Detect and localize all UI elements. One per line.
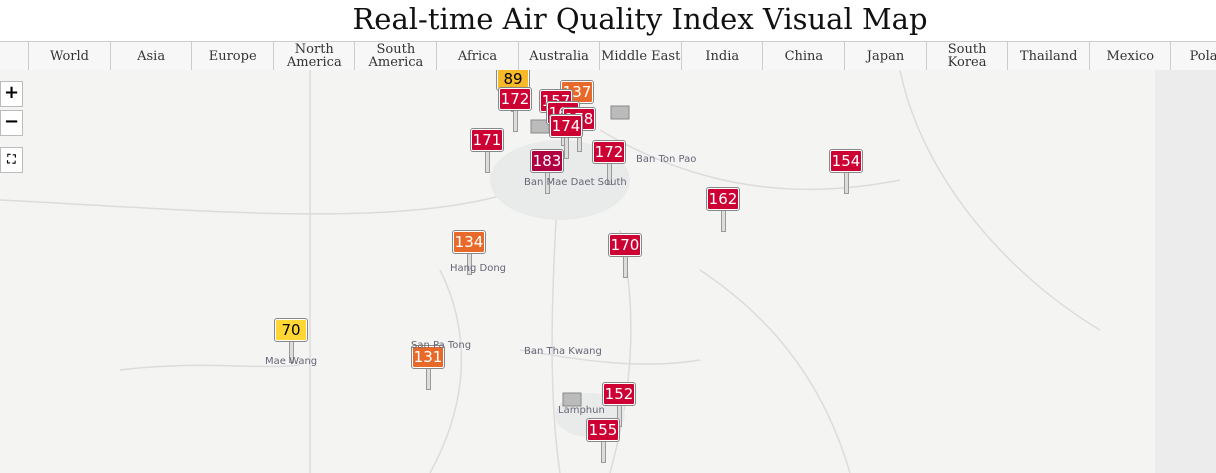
aqi-value: 154 bbox=[829, 149, 863, 173]
aqi-marker[interactable]: 134 bbox=[452, 230, 487, 279]
aqi-value: 131 bbox=[411, 345, 445, 369]
region-tab[interactable]: Australia bbox=[517, 42, 600, 70]
region-tab[interactable]: Thailand bbox=[1007, 42, 1089, 70]
region-tab[interactable]: Africa bbox=[436, 42, 518, 70]
place-label: Lamphun bbox=[558, 405, 605, 416]
region-tab[interactable]: Asia bbox=[109, 42, 192, 70]
aqi-marker[interactable]: 172 bbox=[592, 140, 627, 189]
page-title: Real-time Air Quality Index Visual Map bbox=[352, 2, 928, 36]
aqi-marker[interactable]: 70 bbox=[274, 318, 309, 367]
aqi-marker[interactable]: 152 bbox=[602, 382, 637, 431]
aqi-marker[interactable]: 154 bbox=[829, 149, 864, 198]
aqi-value: 70 bbox=[274, 318, 308, 342]
place-label: Ban Ton Pao bbox=[636, 154, 697, 165]
region-tab[interactable]: Mexico bbox=[1088, 42, 1171, 70]
aqi-value: 162 bbox=[706, 187, 740, 211]
aqi-value: 172 bbox=[592, 140, 626, 164]
aqi-value: 89 bbox=[496, 70, 530, 91]
region-tab[interactable]: South America bbox=[354, 42, 436, 70]
marker-pole bbox=[623, 256, 628, 278]
aqi-marker[interactable]: 171 bbox=[470, 128, 505, 177]
aqi-value: 155 bbox=[586, 418, 620, 442]
marker-pole bbox=[601, 441, 606, 463]
region-tab[interactable]: China bbox=[762, 42, 844, 70]
region-tab[interactable]: World bbox=[28, 42, 110, 70]
place-label: San Pa Tong bbox=[411, 340, 472, 351]
place-label: Ban Tha Kwang bbox=[524, 346, 602, 357]
fullscreen[interactable]: ⛶ bbox=[0, 147, 23, 173]
aqi-value: 134 bbox=[452, 230, 486, 254]
marker-pole bbox=[289, 341, 294, 363]
zoom-in[interactable]: + bbox=[0, 81, 23, 107]
region-tab[interactable]: Middle East bbox=[599, 42, 681, 70]
marker-pole bbox=[564, 137, 569, 159]
aqi-marker[interactable]: 131 bbox=[411, 345, 446, 394]
region-tab[interactable]: North America bbox=[272, 42, 355, 70]
region-tab[interactable]: Japan bbox=[844, 42, 926, 70]
place-label: Ban Mae Daet South bbox=[524, 177, 627, 188]
aqi-marker[interactable]: 183 bbox=[530, 149, 565, 198]
marker-pole bbox=[513, 110, 518, 132]
aqi-marker[interactable]: 170 bbox=[608, 233, 643, 282]
zoom-out[interactable]: − bbox=[0, 110, 23, 136]
place-label: Hang Dong bbox=[450, 263, 507, 274]
aqi-marker[interactable]: 162 bbox=[706, 187, 741, 236]
marker-pole bbox=[485, 151, 490, 173]
marker-pole bbox=[607, 163, 612, 185]
map-edge bbox=[1155, 70, 1216, 473]
aqi-marker[interactable]: 174 bbox=[549, 114, 584, 163]
marker-pole bbox=[426, 368, 431, 390]
aqi-value: 152 bbox=[602, 382, 636, 406]
aqi-value: 183 bbox=[530, 149, 564, 173]
region-tab[interactable]: Poland bbox=[1170, 42, 1216, 70]
map[interactable]: + − ⛶ 8917213715716517817417117218315416… bbox=[0, 70, 1216, 473]
tab-bar: World Asia Europe North America South Americ… bbox=[0, 41, 1216, 71]
marker-pole bbox=[617, 405, 622, 427]
aqi-value: 170 bbox=[608, 233, 642, 257]
aqi-marker[interactable]: 172 bbox=[498, 87, 533, 136]
aqi-value: 174 bbox=[549, 114, 583, 138]
marker-pole bbox=[467, 253, 472, 275]
marker-pole bbox=[545, 172, 550, 194]
region-tab[interactable]: India bbox=[680, 42, 763, 70]
aqi-value: 171 bbox=[470, 128, 504, 152]
region-tab[interactable]: South Korea bbox=[925, 42, 1008, 70]
marker-pole bbox=[721, 210, 726, 232]
place-label: Mae Wang bbox=[265, 356, 318, 367]
aqi-value: 172 bbox=[498, 87, 532, 111]
region-tab[interactable]: Europe bbox=[191, 42, 273, 70]
marker-pole bbox=[844, 172, 849, 194]
aqi-marker[interactable]: 155 bbox=[586, 418, 621, 467]
